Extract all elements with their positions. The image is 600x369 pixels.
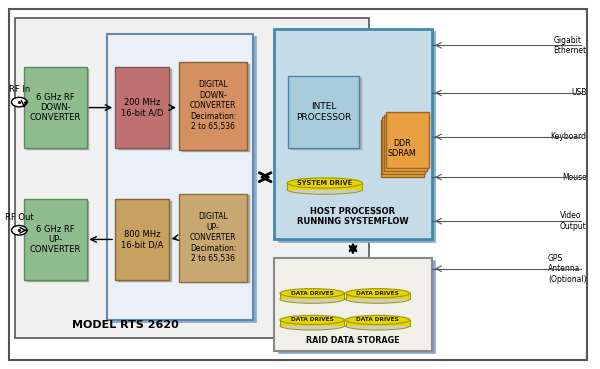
Bar xyxy=(107,34,253,320)
Bar xyxy=(27,69,89,150)
Ellipse shape xyxy=(287,178,362,188)
Text: Keyboard: Keyboard xyxy=(551,132,587,141)
Text: SYSTEM DRIVE: SYSTEM DRIVE xyxy=(297,180,352,186)
Bar xyxy=(382,117,425,174)
Bar xyxy=(274,29,432,239)
Bar xyxy=(384,114,427,171)
Text: DIGITAL
UP-
CONVERTER
Decimation:
2 to 65,536: DIGITAL UP- CONVERTER Decimation: 2 to 6… xyxy=(190,212,236,263)
Bar xyxy=(179,194,247,282)
Text: DIGITAL
DOWN-
CONVERTER
Decimation:
2 to 65,536: DIGITAL DOWN- CONVERTER Decimation: 2 to… xyxy=(190,80,236,131)
Bar xyxy=(278,31,436,242)
Text: DATA DRIVES: DATA DRIVES xyxy=(291,317,334,323)
Bar xyxy=(280,320,344,326)
Ellipse shape xyxy=(346,322,410,330)
Bar xyxy=(182,63,250,152)
Ellipse shape xyxy=(280,289,344,298)
Bar xyxy=(27,201,89,282)
Bar xyxy=(24,199,86,280)
Text: RAID DATA STORAGE: RAID DATA STORAGE xyxy=(306,336,400,345)
Circle shape xyxy=(11,97,27,107)
Bar xyxy=(179,62,247,150)
Ellipse shape xyxy=(280,315,344,324)
Bar xyxy=(278,260,436,354)
Ellipse shape xyxy=(280,295,344,303)
Text: DDR
SDRAM: DDR SDRAM xyxy=(388,139,416,159)
Bar xyxy=(118,69,172,150)
Text: DATA DRIVES: DATA DRIVES xyxy=(291,291,334,296)
Bar xyxy=(291,78,362,150)
Bar xyxy=(118,201,172,282)
Text: RF Out: RF Out xyxy=(5,213,34,222)
Bar xyxy=(288,76,359,148)
Text: 6 GHz RF
UP-
CONVERTER: 6 GHz RF UP- CONVERTER xyxy=(29,224,81,254)
Bar xyxy=(287,183,362,190)
Bar xyxy=(380,120,424,177)
Bar xyxy=(115,67,169,148)
Bar xyxy=(115,199,169,280)
Text: GPS
Antenna
(Optional): GPS Antenna (Optional) xyxy=(548,254,587,284)
Ellipse shape xyxy=(280,322,344,330)
Bar xyxy=(346,293,410,299)
Bar xyxy=(346,320,410,326)
Text: DATA DRIVES: DATA DRIVES xyxy=(356,291,399,296)
Text: RF In: RF In xyxy=(8,85,30,94)
Circle shape xyxy=(11,225,27,235)
Ellipse shape xyxy=(346,289,410,298)
Bar xyxy=(386,111,429,168)
Text: 200 MHz
16-bit A/D: 200 MHz 16-bit A/D xyxy=(121,98,163,117)
Text: DATA DRIVES: DATA DRIVES xyxy=(356,317,399,323)
Text: Gigabit
Ethernet: Gigabit Ethernet xyxy=(554,36,587,55)
Ellipse shape xyxy=(346,315,410,324)
Bar xyxy=(110,36,256,322)
Bar xyxy=(24,67,86,148)
Text: 6 GHz RF
DOWN-
CONVERTER: 6 GHz RF DOWN- CONVERTER xyxy=(29,93,81,123)
Ellipse shape xyxy=(287,185,362,194)
Text: Video
Output: Video Output xyxy=(560,211,587,231)
Bar xyxy=(280,293,344,299)
Ellipse shape xyxy=(346,295,410,303)
Text: Mouse: Mouse xyxy=(562,173,587,182)
Text: INTEL
PROCESSOR: INTEL PROCESSOR xyxy=(296,103,351,122)
Bar xyxy=(182,196,250,283)
Bar xyxy=(15,18,370,338)
Bar xyxy=(274,258,432,351)
Text: MODEL RTS 2620: MODEL RTS 2620 xyxy=(72,321,179,331)
Text: HOST PROCESSOR
RUNNING SYSTEMFLOW: HOST PROCESSOR RUNNING SYSTEMFLOW xyxy=(297,207,409,227)
Text: 800 MHz
16-bit D/A: 800 MHz 16-bit D/A xyxy=(121,230,163,249)
Text: USB: USB xyxy=(571,89,587,97)
